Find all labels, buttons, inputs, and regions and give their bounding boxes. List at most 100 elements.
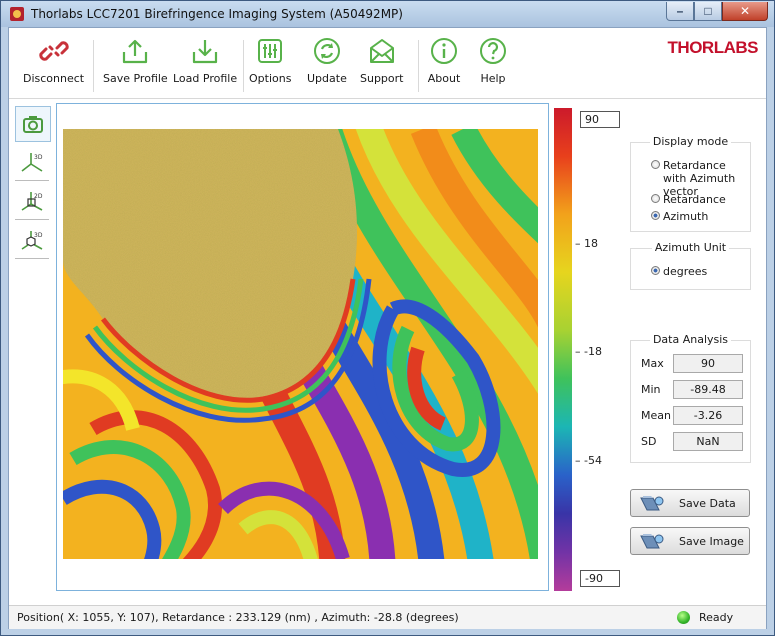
colorbar-max-input[interactable]: 90 [580, 111, 620, 128]
load-profile-label: Load Profile [173, 72, 238, 85]
load-profile-icon [192, 40, 218, 64]
help-label: Help [480, 72, 506, 85]
colorbar [554, 108, 572, 591]
view-3d-button[interactable]: 3D [15, 146, 49, 181]
save-data-label: Save Data [679, 496, 736, 510]
data-value: -3.26 [673, 406, 743, 425]
svg-text:2D: 2D [34, 193, 43, 200]
azimuth-unit-title: Azimuth Unit [651, 241, 730, 254]
colorbar-tick-label: -18 [584, 345, 602, 358]
image-view-panel[interactable] [56, 103, 549, 591]
view-tool-strip: 3D 2D 3D [15, 106, 51, 263]
radio-label: Retardance [663, 193, 726, 206]
minimize-icon[interactable]: – [666, 2, 694, 21]
data-value: NaN [673, 432, 743, 451]
data-row-mean: Mean -3.26 [641, 406, 743, 425]
window-title: Thorlabs LCC7201 Birefringence Imaging S… [31, 7, 403, 21]
data-label: Mean [641, 409, 671, 422]
load-profile-button[interactable]: Load Profile [173, 34, 237, 94]
svg-text:3D: 3D [34, 232, 43, 239]
update-icon [313, 38, 340, 64]
colorbar-tick: – -54 [575, 454, 602, 467]
colorbar-tick-label: 18 [584, 237, 598, 250]
data-value: 90 [673, 354, 743, 373]
maximize-icon[interactable]: □ [694, 2, 722, 21]
save-profile-button[interactable]: Save Profile [103, 34, 168, 94]
help-icon [480, 38, 506, 64]
azimuth-unit-group: Azimuth Unit degrees [630, 241, 751, 290]
data-label: Max [641, 357, 664, 370]
status-ready-label: Ready [699, 611, 734, 624]
svg-text:3D: 3D [34, 154, 43, 161]
colorbar-min-input[interactable]: -90 [580, 570, 620, 587]
status-bar: Position( X: 1055, Y: 107), Retardance :… [9, 605, 766, 629]
radio-degrees[interactable]: degrees [651, 265, 707, 278]
radio-label: degrees [663, 265, 708, 278]
close-icon[interactable]: ✕ [722, 2, 768, 21]
colorbar-tick: – -18 [575, 345, 602, 358]
status-indicator-icon [677, 611, 690, 624]
save-profile-label: Save Profile [103, 72, 168, 85]
data-label: Min [641, 383, 661, 396]
save-profile-icon [123, 39, 148, 64]
help-button[interactable]: Help [476, 34, 510, 94]
disconnect-label: Disconnect [23, 72, 85, 85]
radio-retardance-azimuth-vector[interactable]: Retardance with Azimuth vector [651, 159, 750, 198]
view-2d-button[interactable]: 2D [15, 185, 49, 220]
camera-view-button[interactable] [15, 106, 51, 142]
display-mode-group: Display mode Retardance with Azimuth vec… [630, 135, 751, 232]
radio-label: Azimuth [663, 210, 709, 223]
data-value: -89.48 [673, 380, 743, 399]
support-label: Support [360, 72, 404, 85]
toolbar-separator [93, 40, 94, 92]
radio-button[interactable] [651, 160, 660, 169]
colorbar-tick-label: -54 [584, 454, 602, 467]
update-button[interactable]: Update [307, 34, 347, 94]
about-label: About [427, 72, 461, 85]
view-3d-axes-icon: 3D [21, 153, 43, 172]
view-3d-surface-button[interactable]: 3D [15, 224, 49, 259]
data-label: SD [641, 435, 657, 448]
data-analysis-group: Data Analysis Max 90 Min -89.48 Mean -3.… [630, 333, 751, 463]
disconnect-button[interactable]: Disconnect [23, 34, 84, 94]
radio-azimuth[interactable]: Azimuth [651, 210, 708, 223]
radio-label: Retardance with Azimuth vector [663, 159, 736, 198]
title-bar[interactable]: Thorlabs LCC7201 Birefringence Imaging S… [1, 1, 774, 27]
save-data-button[interactable]: Save Data [630, 489, 750, 517]
data-row-min: Min -89.48 [641, 380, 743, 399]
position-readout: Position( X: 1055, Y: 107), Retardance :… [17, 611, 459, 624]
display-mode-title: Display mode [649, 135, 732, 148]
data-analysis-title: Data Analysis [649, 333, 732, 346]
about-button[interactable]: About [427, 34, 461, 94]
info-icon [431, 38, 457, 64]
disconnect-icon [38, 41, 69, 61]
azimuth-image[interactable] [63, 129, 538, 559]
view-3d-cube-icon: 3D [21, 231, 43, 250]
app-icon [10, 7, 24, 21]
options-icon [258, 39, 283, 63]
radio-button[interactable] [651, 194, 660, 203]
update-label: Update [307, 72, 347, 85]
save-data-icon [640, 496, 664, 511]
support-button[interactable]: Support [360, 34, 403, 94]
camera-icon [23, 116, 43, 133]
radio-button-selected[interactable] [651, 266, 660, 275]
radio-button-selected[interactable] [651, 211, 660, 220]
data-row-max: Max 90 [641, 354, 743, 373]
toolbar-separator [243, 40, 244, 92]
main-client-area: Disconnect Save Profile [8, 27, 767, 629]
save-image-icon [640, 534, 664, 549]
data-row-sd: SD NaN [641, 432, 743, 451]
view-2d-axes-icon: 2D [21, 192, 43, 211]
toolbar: Disconnect Save Profile [9, 28, 766, 99]
toolbar-separator [418, 40, 419, 92]
support-icon [369, 39, 394, 63]
save-image-label: Save Image [679, 534, 744, 548]
colorbar-tick: – 18 [575, 237, 598, 250]
save-image-button[interactable]: Save Image [630, 527, 750, 555]
thorlabs-logo: THORLABS [667, 38, 759, 57]
radio-retardance[interactable]: Retardance [651, 193, 726, 206]
options-label: Options [249, 72, 292, 85]
options-button[interactable]: Options [249, 34, 291, 94]
